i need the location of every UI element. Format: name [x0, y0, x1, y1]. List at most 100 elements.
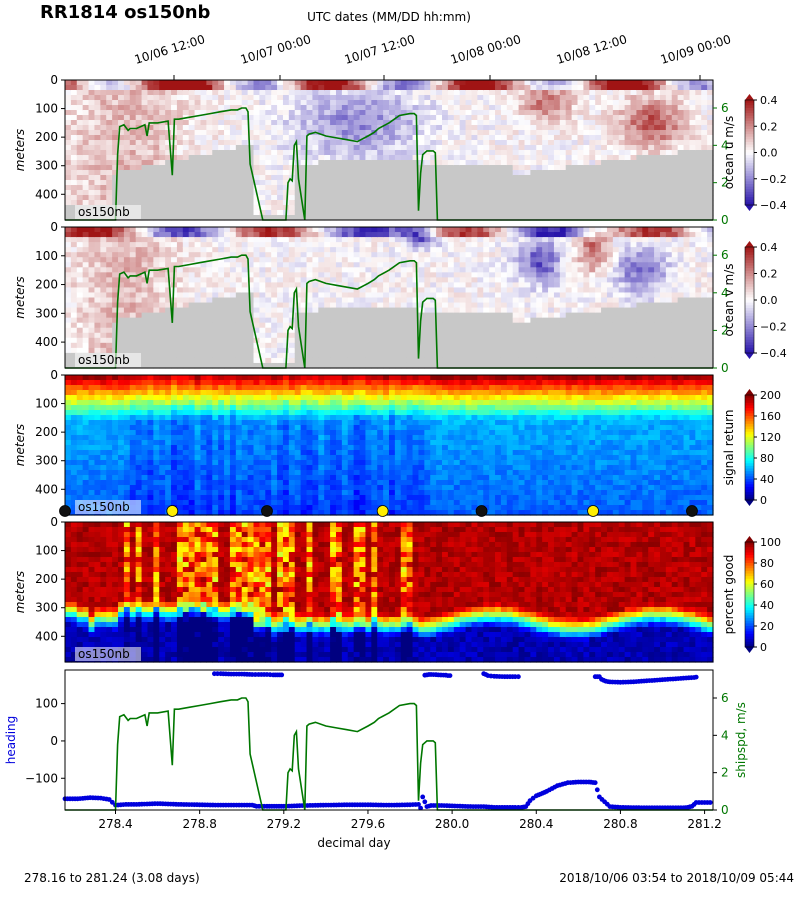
- colorbar-2-swatch: [745, 342, 754, 346]
- colorbar-2-swatch: [745, 345, 754, 349]
- panel-3-marker-7: [686, 505, 698, 517]
- heatmap-2-cells: [65, 227, 714, 369]
- colorbar-3-swatch: [745, 413, 754, 417]
- colorbar-2-swatch: [745, 254, 754, 259]
- colorbar-4-swatch: [745, 641, 754, 645]
- colorbar-1-swatch: [745, 136, 754, 140]
- colorbar-4-swatch: [745, 615, 754, 619]
- colorbar-2-label: ocean v m/s: [722, 264, 736, 337]
- colorbar-4-swatch: [745, 605, 754, 609]
- colorbar-1-label: ocean u m/s: [722, 116, 736, 190]
- panel-3-ytick-label: 0: [50, 368, 58, 382]
- colorbar-4-swatch: [745, 576, 754, 580]
- colorbar-3-swatch: [745, 434, 754, 438]
- colorbar-3-swatch: [745, 410, 754, 414]
- panel-3-marker-4: [376, 505, 389, 517]
- colorbar-4-swatch: [745, 568, 754, 572]
- colorbar-2-swatch: [745, 278, 754, 282]
- colorbar-4-swatch: [745, 597, 754, 601]
- colorbar-3-swatch: [745, 437, 754, 441]
- colorbar-1-swatch: [745, 202, 754, 206]
- footer-left: 278.16 to 281.24 (3.08 days): [24, 871, 200, 885]
- colorbar-3-swatch: [745, 431, 754, 435]
- colorbar-3-swatch: [745, 400, 754, 404]
- colorbar-4-swatch: [745, 591, 754, 595]
- panel-1-y2tick-label: 4: [721, 138, 729, 152]
- heatmap-3-cells: [65, 375, 714, 516]
- heatmap-4-cells: [65, 522, 714, 663]
- colorbar-1-tick-label: −0.2: [760, 173, 787, 186]
- panel-1-ytick-label: 400: [35, 187, 58, 201]
- panel-5-bg: [65, 670, 713, 810]
- panel-3-inset-bg: [75, 500, 141, 514]
- colorbar-1-swatch: [745, 128, 754, 132]
- colorbar-3-swatch: [745, 408, 754, 412]
- colorbar-2-swatch: [745, 318, 754, 322]
- panel-5-y2tick-label: 0: [721, 803, 729, 817]
- colorbar-1-swatch: [745, 105, 754, 109]
- colorbar-2-swatch: [745, 350, 754, 354]
- colorbar-2-swatch: [745, 323, 754, 327]
- panel-2-y2tick-label: 4: [721, 286, 729, 300]
- colorbar-1-swatch: [745, 102, 754, 106]
- colorbar-3-swatch: [745, 402, 754, 406]
- colorbar-2-swatch: [745, 302, 754, 306]
- colorbar-3-swatch: [745, 455, 754, 459]
- panel-3-marker-2: [166, 505, 179, 517]
- colorbar-1-swatch: [745, 131, 754, 135]
- panel-2-ylabel: meters: [13, 276, 27, 318]
- colorbar-4-swatch: [745, 626, 754, 630]
- panel-3-marker-6: [587, 505, 599, 517]
- panel-2-inset-label: os150nb: [78, 353, 130, 367]
- heading-point: [592, 780, 598, 786]
- colorbar-3-tick-label: 80: [760, 452, 774, 465]
- colorbar-4-tick-label: 60: [760, 578, 774, 591]
- colorbar-2-swatch: [745, 247, 754, 251]
- colorbar-3-swatch: [745, 439, 754, 443]
- colorbar-2-swatch: [745, 339, 754, 343]
- colorbar-1-swatch: [745, 178, 754, 182]
- colorbar-2-swatch: [745, 305, 754, 309]
- colorbar-4-tick-label: 100: [760, 536, 781, 549]
- colorbar-3-tick-label: 160: [760, 410, 781, 423]
- colorbar-4-swatch: [745, 563, 754, 567]
- colorbar-3-swatch: [745, 405, 754, 409]
- footer-right: 2018/10/06 03:54 to 2018/10/09 05:44: [559, 871, 794, 885]
- panel-4-ylabel: meters: [13, 571, 27, 613]
- colorbar-4-swatch: [745, 610, 754, 614]
- panel-2-y2tick-label: 0: [721, 361, 729, 375]
- colorbar-2-swatch: [745, 289, 754, 293]
- colorbar-4-swatch: [745, 578, 754, 582]
- colorbar-1-swatch: [745, 121, 754, 125]
- colorbar-3-swatch: [745, 452, 754, 456]
- colorbar-1-swatch: [745, 107, 754, 111]
- heading-point: [418, 805, 423, 811]
- colorbar-4-swatch: [745, 639, 754, 643]
- colorbar-2-swatch: [745, 294, 754, 298]
- panel-4-ytick-label: 200: [35, 572, 58, 586]
- colorbar-4-tick-label: 40: [760, 599, 774, 612]
- panel-2-frame: [64, 226, 714, 369]
- colorbar-2-swatch: [745, 321, 754, 325]
- colorbar-4-swatch: [745, 549, 754, 553]
- colorbar-4-swatch: [745, 620, 754, 624]
- colorbar-1-tick-label: 0.4: [760, 94, 778, 107]
- panel-5-ytick-label: 100: [35, 697, 58, 711]
- colorbar-4-swatch: [745, 602, 754, 606]
- colorbar-4-swatch: [745, 636, 754, 640]
- colorbar-3-swatch: [745, 463, 754, 467]
- panel-5-frame: [64, 669, 714, 811]
- colorbar-1-swatch: [745, 157, 754, 161]
- colorbar-3-swatch: [745, 426, 754, 430]
- colorbar-2-swatch: [745, 260, 754, 264]
- colorbar-4-swatch: [745, 599, 754, 603]
- top-axis-tick-label: 10/08 00:00: [449, 32, 523, 67]
- panel-5-y2tick-label: 2: [721, 766, 729, 780]
- colorbar-3-frame: [744, 394, 755, 501]
- colorbar-2-swatch: [745, 334, 754, 338]
- colorbar-1-swatch: [745, 152, 754, 156]
- colorbar-1-swatch: [745, 118, 754, 122]
- colorbar-4-swatch: [745, 589, 754, 593]
- panel-5-ylabel: heading: [4, 716, 18, 765]
- panel-5-xlabel: decimal day: [317, 836, 390, 850]
